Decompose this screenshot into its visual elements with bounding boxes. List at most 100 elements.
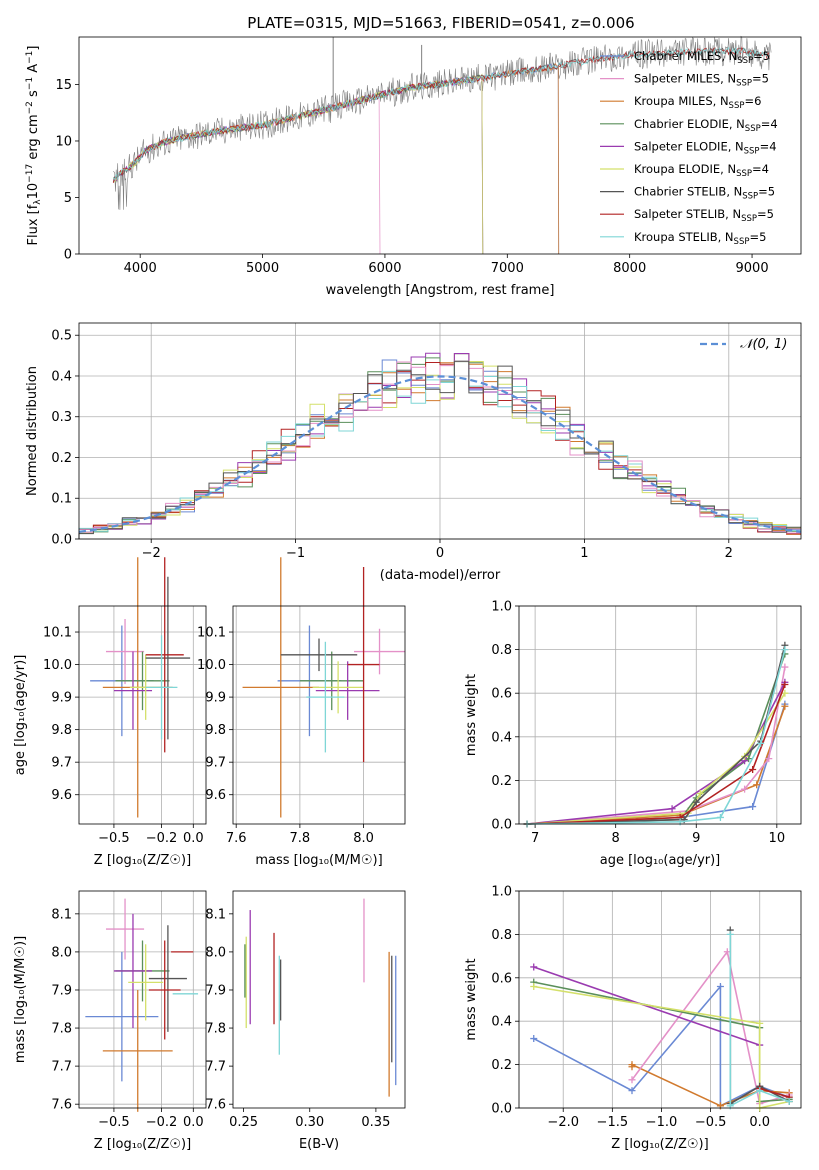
legend-label-sub: SSP [745,124,761,134]
x-tick-label: −1 [286,546,305,561]
weight-line-3 [527,653,786,825]
y-tick-label: 0.2 [51,451,72,466]
weight-marker-8 [757,739,765,747]
y-tick-label: 0.4 [491,1015,512,1030]
legend-label-1: Salpeter MILES, NSSP=5 [634,72,769,89]
x-axis-label: Z [log₁₀(Z/Z☉)] [94,853,191,868]
legend-label-text: Chabrier STELIB, N [634,185,742,199]
legend-label-4: Salpeter ELODIE, NSSP=4 [634,139,777,156]
y-tick-label: 0.0 [51,533,72,548]
legend-label-0: Chabrier MILES, NSSP=5 [634,49,770,66]
model-line-8 [112,46,771,181]
weight-line-4 [527,681,786,825]
x-tick-label: 0.25 [229,1115,258,1130]
x-tick-label: 7.8 [290,831,311,846]
y-tick-label: 1.0 [491,885,512,900]
legend-label-suffix: =5 [749,230,766,244]
y-tick-label: 7.9 [51,983,72,998]
x-axis-label: mass [log₁₀(M/M☉)] [255,853,382,868]
legend-label-text: Chabrier MILES, N [634,49,737,63]
x-tick-label: 7.6 [226,831,247,846]
legend-label-suffix: =4 [760,139,777,153]
weight-marker-0 [749,803,757,811]
x-tick-label: 0.0 [749,1115,770,1130]
legend-label-8: Kroupa STELIB, NSSP=5 [634,230,766,247]
y-tick-label: 0.8 [491,643,512,658]
legend-label-suffix: =5 [752,72,769,86]
y-tick-label: 9.9 [51,691,72,706]
x-tick-label: −0.5 [695,1115,727,1130]
legend-label-suffix: =5 [753,49,770,63]
weight-marker-0 [716,982,724,990]
y-tick-label: 0.4 [491,730,512,745]
weight-marker-2 [741,785,749,793]
x-tick-label: 7000 [491,261,524,276]
weight-marker-5 [530,982,538,990]
y-label-part: 10 [26,183,41,200]
y-tick-label: 8.1 [51,907,72,922]
axes-frame [78,890,207,1109]
weight-marker-1 [753,781,761,789]
x-tick-label: −1.0 [646,1115,678,1130]
y-axis-label: mass [log₁₀(M/M☉)] [13,936,28,1063]
weight-marker-1 [781,702,789,710]
x-axis-label: Z [log₁₀(Z/Z☉)] [611,1137,708,1152]
axes-frame [518,605,802,825]
y-tick-label: 9.9 [205,691,226,706]
legend-label-text: Chabrier ELODIE, N [634,117,745,131]
axes-frame [518,890,802,1109]
legend-label-text: Salpeter ELODIE, N [634,139,744,153]
axes-mass-vs-ebv: 0.25 0.30 0.35 7.6 7.7 7.8 7.9 8.0 8.1 E(B-V) [205,890,406,1152]
legend-label-6: Chabrier STELIB, NSSP=5 [634,185,775,202]
x-tick-label: −0.2 [146,1115,178,1130]
axes-frame [232,890,406,1109]
weight-line-2 [527,666,786,825]
y-label-part: erg cm [26,114,41,163]
model-line-4 [113,75,484,255]
weight-marker-2 [781,663,789,671]
y-tick-label: 0.3 [51,410,72,425]
legend-label-7: Salpeter STELIB, NSSP=5 [634,207,774,224]
x-tick-label: −2.0 [547,1115,579,1130]
x-tick-label: 5000 [246,261,279,276]
y-axis-label: mass weight [464,958,479,1040]
x-tick-label: 6000 [368,261,401,276]
y-tick-label: 8.1 [205,907,226,922]
y-tick-label: 7.7 [205,1060,226,1075]
weight-marker-8 [781,646,789,654]
y-tick-label: 10.0 [43,658,72,673]
weight-line-5 [533,985,790,1109]
y-tick-label: 9.6 [51,788,72,803]
y-tick-label: 0.1 [51,492,72,507]
weight-line-2 [631,949,790,1105]
x-axis-label: E(B-V) [299,1137,339,1152]
weight-marker-5 [756,1019,764,1027]
legend-label-suffix: =4 [752,162,769,176]
x-axis-label: Z [log₁₀(Z/Z☉)] [94,1137,191,1152]
y-tick-label: 5 [64,191,72,206]
model-line-2 [113,62,560,255]
x-tick-label: −0.2 [146,831,178,846]
legend-label-sub: SSP [742,192,758,202]
x-tick-label: 2 [725,546,733,561]
legend-label-text: Kroupa STELIB, N [634,230,734,244]
x-tick-label: 10 [769,831,786,846]
y-tick-label: 0.0 [491,1102,512,1117]
legend-label-5: Kroupa ELODIE, NSSP=4 [634,162,769,179]
x-tick-label: 0 [436,546,444,561]
x-tick-label: 9 [692,831,700,846]
x-axis-label: (data-model)/error [380,568,501,583]
x-tick-label: −2 [142,546,161,561]
weight-marker-4 [668,805,676,813]
x-tick-label: 1 [580,546,588,561]
y-tick-label: 7.6 [205,1098,226,1113]
model-line-1 [112,93,381,255]
weight-line-0 [527,703,786,825]
weight-marker-8 [756,1087,764,1095]
y-tick-label: 0.0 [491,818,512,833]
y-tick-label: 0.2 [491,774,512,789]
x-axis-label: wavelength [Angstrom, rest frame] [326,283,555,298]
legend-label-suffix: =4 [761,117,778,131]
x-tick-label: 9000 [736,261,769,276]
x-tick-label: 0.0 [183,1115,204,1130]
